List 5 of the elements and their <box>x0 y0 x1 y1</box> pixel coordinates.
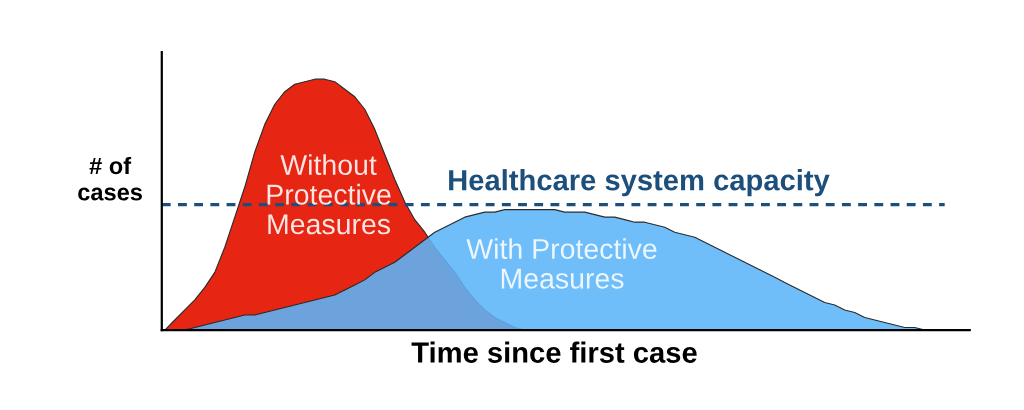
ref-line-label: Healthcare system capacity <box>449 169 830 197</box>
series-label: With Protective Measures <box>466 238 657 289</box>
series-label: Without Protective Measures <box>267 154 391 235</box>
y-axis-title: # of cases <box>78 156 142 201</box>
x-axis-title: Time since first case <box>411 341 697 363</box>
